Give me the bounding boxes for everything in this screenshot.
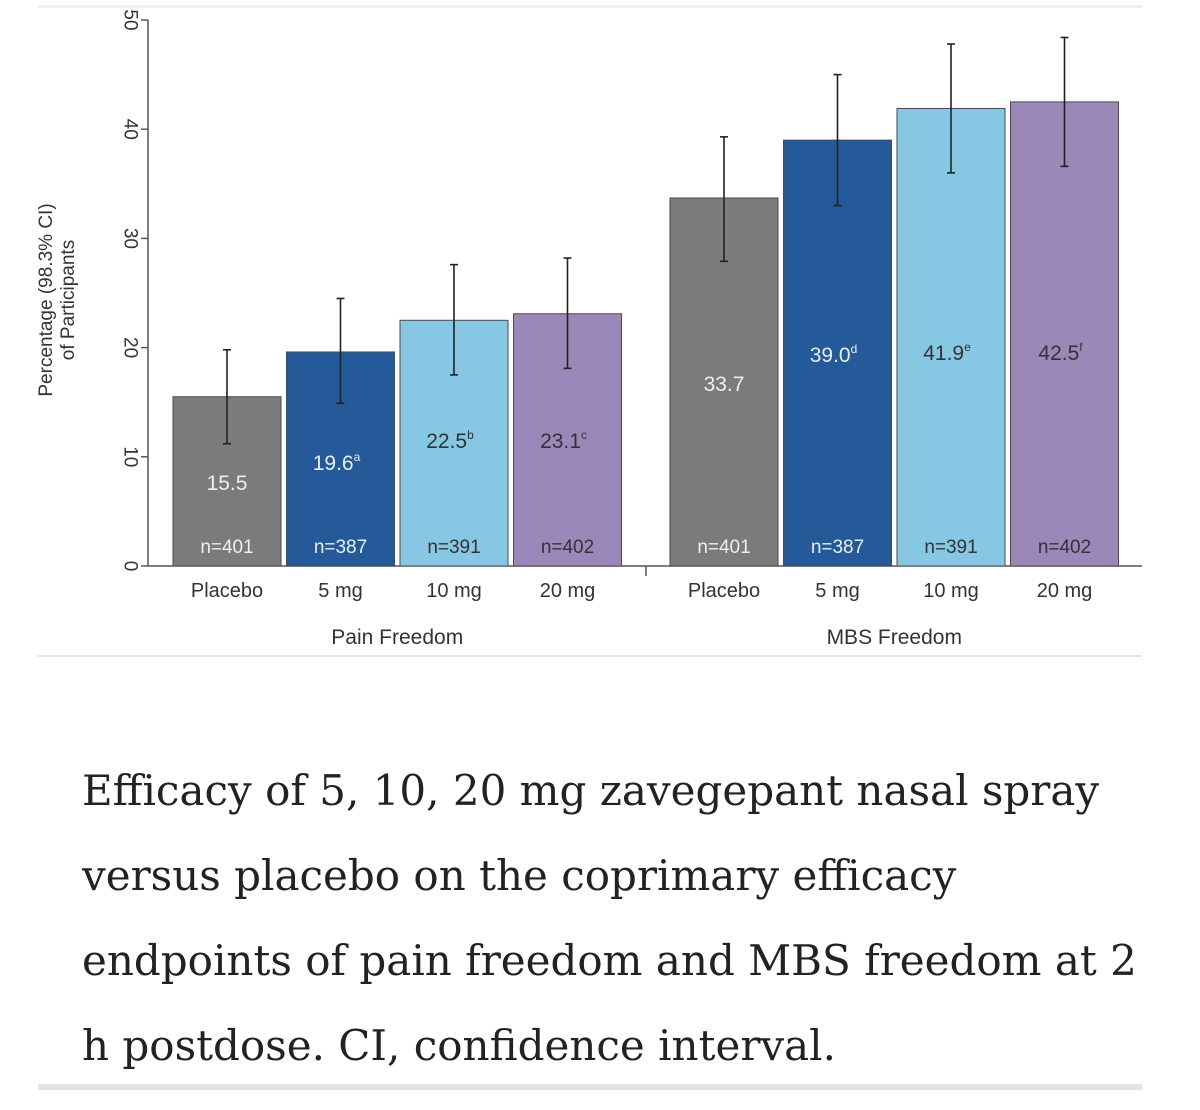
bar-n-label: n=391: [924, 537, 977, 558]
bar-value: 19.6: [313, 452, 354, 475]
bar-n-label: n=402: [1038, 537, 1091, 558]
chart-divider: [38, 655, 1142, 657]
bar-n-label: n=401: [200, 537, 253, 558]
bar-value: 23.1: [540, 430, 581, 453]
group-label: Pain Freedom: [331, 626, 463, 649]
bar-value-footnote: d: [851, 342, 858, 356]
bar-value: 39.0: [810, 344, 851, 367]
bar-n-label: n=387: [314, 537, 367, 558]
y-tick-label: 20: [120, 337, 141, 358]
bar-n-label: n=401: [697, 537, 750, 558]
bar-value-footnote: b: [467, 428, 474, 442]
bar-value: 22.5: [426, 430, 467, 453]
y-tick-label: 10: [120, 446, 141, 467]
bar-chart: 0 10 20 30 40 50 Percentage (98.3% CI) of Parti…: [36, 9, 1142, 649]
bar-value-label: 42.5f: [1038, 340, 1083, 365]
bar-value-label: 39.0d: [810, 342, 858, 367]
x-tick-label: 10 mg: [923, 580, 979, 602]
bar-value-label: 19.6a: [313, 450, 361, 475]
x-tick-label: 20 mg: [1037, 580, 1093, 602]
y-tick-label: 0: [120, 561, 141, 572]
y-tick-label: 30: [120, 228, 141, 249]
bar-value-label: 22.5b: [426, 428, 474, 453]
bar-value-label: 41.9e: [923, 340, 971, 365]
y-axis-title-line2: of Participants: [58, 240, 79, 360]
y-axis-title-line1: Percentage (98.3% CI): [36, 203, 57, 396]
bar-mbs-freedom-20-mg: [1010, 101, 1119, 567]
figure-caption: Efficacy of 5, 10, 20 mg zavegepant nasa…: [82, 766, 1137, 1070]
y-tick-label: 40: [120, 119, 141, 140]
group-label: MBS Freedom: [827, 626, 962, 649]
x-tick-label: 5 mg: [815, 580, 859, 602]
x-tick-label: 20 mg: [540, 580, 596, 602]
bar-n-label: n=387: [811, 537, 864, 558]
bar-value-label: 15.5: [207, 472, 248, 495]
bar-value-footnote: c: [581, 428, 587, 442]
bar-value-label: 33.7: [704, 373, 745, 396]
bar-value: 15.5: [207, 472, 248, 495]
x-tick-label: Placebo: [688, 580, 760, 602]
x-tick-label: 5 mg: [318, 580, 362, 602]
x-tick-label: 10 mg: [426, 580, 482, 602]
bar-n-label: n=391: [427, 537, 480, 558]
bar-value: 33.7: [704, 373, 745, 396]
bar-mbs-freedom-10-mg: [896, 107, 1006, 567]
bar-value: 42.5: [1038, 342, 1079, 365]
top-divider: [38, 5, 1142, 8]
bar-value-footnote: f: [1079, 340, 1083, 354]
bar-mbs-freedom-5-mg: [783, 139, 892, 567]
y-tick-label: 50: [120, 9, 141, 30]
x-tick-label: Placebo: [191, 580, 263, 602]
bar-value-footnote: e: [964, 340, 971, 354]
bar-n-label: n=402: [541, 537, 594, 558]
bar-value: 41.9: [923, 342, 964, 365]
bar-value-footnote: a: [354, 450, 361, 464]
bottom-divider: [38, 1084, 1142, 1090]
bar-pain-freedom-placebo: [172, 396, 282, 567]
bar-value-label: 23.1c: [540, 428, 587, 453]
chart-container: 0 10 20 30 40 50 Percentage (98.3% CI) of Parti…: [36, 9, 1142, 649]
